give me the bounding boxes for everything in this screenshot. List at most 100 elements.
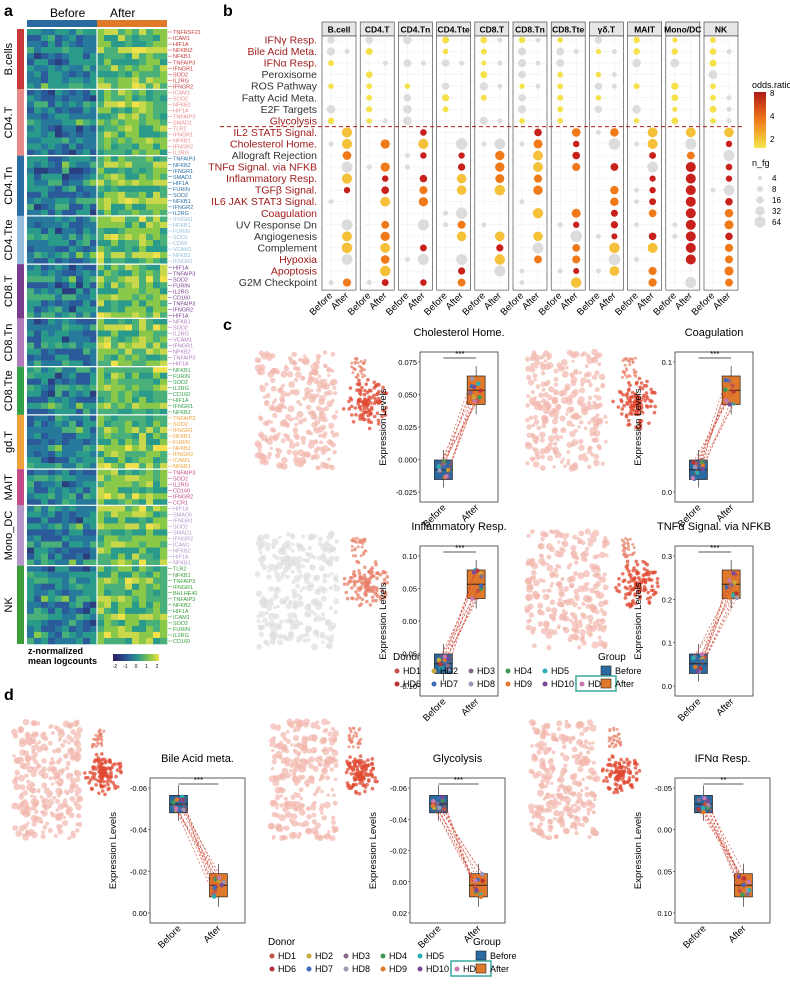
heatmap-cell	[111, 535, 119, 542]
heatmap-cell	[146, 426, 154, 434]
umap-point	[587, 445, 592, 450]
umap-point	[26, 779, 31, 784]
heatmap-cell	[125, 288, 133, 295]
umap-point	[602, 624, 608, 630]
heatmap	[27, 29, 168, 645]
heatmap-cell	[41, 95, 49, 102]
heatmap-cell	[27, 264, 35, 271]
strip-label: Mono/DC	[664, 25, 701, 35]
heatmap-cell	[27, 451, 35, 458]
umap-point	[310, 393, 317, 400]
heatmap-cell	[34, 161, 42, 168]
heatmap-cell	[90, 390, 98, 398]
heatmap-cell	[97, 294, 105, 301]
umap-point	[373, 383, 378, 388]
umap-point	[653, 404, 658, 409]
umap-point	[603, 414, 608, 419]
heatmap-cell	[132, 318, 140, 325]
umap-point	[537, 620, 544, 627]
umap-point	[15, 830, 23, 838]
umap-point	[636, 403, 641, 407]
heatmap-cell	[27, 252, 35, 259]
heatmap-cell	[69, 215, 77, 223]
c-coagulation-point	[690, 475, 696, 481]
heatmap-cell	[146, 234, 154, 241]
heatmap-cell	[153, 203, 161, 211]
heatmap-cell	[48, 197, 56, 205]
umap-point	[55, 747, 62, 754]
umap-point	[557, 540, 561, 544]
dot	[380, 139, 390, 149]
heatmap-cell	[118, 101, 126, 108]
heatmap-cell	[41, 191, 49, 199]
umap-point	[296, 399, 301, 405]
heatmap-cell	[41, 559, 49, 566]
heatmap-cell	[48, 559, 56, 566]
umap-point	[560, 577, 565, 581]
heatmap-cell	[118, 179, 126, 187]
heatmap-cell	[27, 577, 35, 585]
heatmap-cell	[48, 107, 56, 114]
heatmap-cell	[104, 35, 112, 42]
gene-label: IFNGR2	[173, 205, 193, 211]
umap-point	[566, 406, 573, 414]
c-inflammatory-sig: ***	[455, 544, 464, 553]
heatmap-cell	[160, 179, 168, 187]
heatmap-cell	[83, 240, 91, 247]
heatmap-cell	[118, 475, 126, 482]
heatmap-cell	[48, 625, 56, 633]
heatmap-cell	[41, 414, 49, 422]
umap-point	[651, 571, 655, 575]
heatmap-cell	[27, 607, 35, 615]
heatmap-cell	[125, 372, 133, 380]
heatmap-cell	[139, 384, 147, 392]
dot	[685, 127, 696, 138]
gene-label: TNFAIP3	[173, 356, 195, 362]
heatmap-cell	[146, 445, 154, 452]
heatmap-cell	[132, 197, 140, 205]
heatmap-cell	[27, 565, 35, 572]
dotplot: IFNγ Resp.Bile Acid Meta.IFNα Resp.Perox…	[208, 21, 743, 318]
heatmap-cell	[97, 517, 105, 524]
heatmap-cell	[160, 372, 168, 380]
dot	[725, 197, 733, 206]
umap-point	[290, 534, 296, 540]
heatmap-cell	[111, 637, 119, 645]
dot	[480, 94, 487, 101]
c-tnfa-pair-line	[702, 582, 735, 659]
heatmap-cell	[27, 83, 35, 90]
umap-point	[76, 727, 83, 734]
heatmap-cell	[111, 499, 119, 506]
heatmap-cell	[125, 631, 133, 639]
dot	[328, 280, 334, 286]
heatmap-cell	[62, 209, 70, 217]
umap-point	[55, 775, 60, 780]
umap-point	[307, 442, 315, 449]
heatmap-cell	[55, 149, 63, 156]
gene-label: IL2RG	[173, 289, 189, 295]
pathway-label: Cholesterol Home.	[230, 138, 317, 150]
heatmap-cell	[27, 294, 35, 301]
heatmap-cell	[90, 149, 98, 156]
dot	[535, 37, 541, 43]
heatmap-cell	[62, 457, 70, 464]
dot	[417, 219, 429, 231]
umap-point	[594, 370, 600, 376]
heatmap-cell	[118, 47, 126, 54]
c-tnfa-ytick: 0.3	[662, 552, 672, 561]
heatmap-cell	[160, 535, 168, 542]
dot	[672, 37, 678, 43]
dot	[418, 138, 429, 149]
heatmap-cell	[69, 625, 77, 633]
heatmap-cell	[139, 119, 147, 126]
heatmap-cell	[118, 143, 126, 150]
heatmap-cell	[62, 354, 70, 361]
heatmap-cell	[90, 101, 98, 108]
umap-point	[580, 402, 587, 409]
heatmap-cell	[55, 529, 63, 536]
heatmap-cell	[97, 203, 105, 211]
umap-point	[598, 373, 606, 381]
heatmap-cell	[111, 173, 119, 181]
cluster-bar-gd.T	[17, 414, 24, 470]
heatmap-cell	[104, 607, 112, 615]
